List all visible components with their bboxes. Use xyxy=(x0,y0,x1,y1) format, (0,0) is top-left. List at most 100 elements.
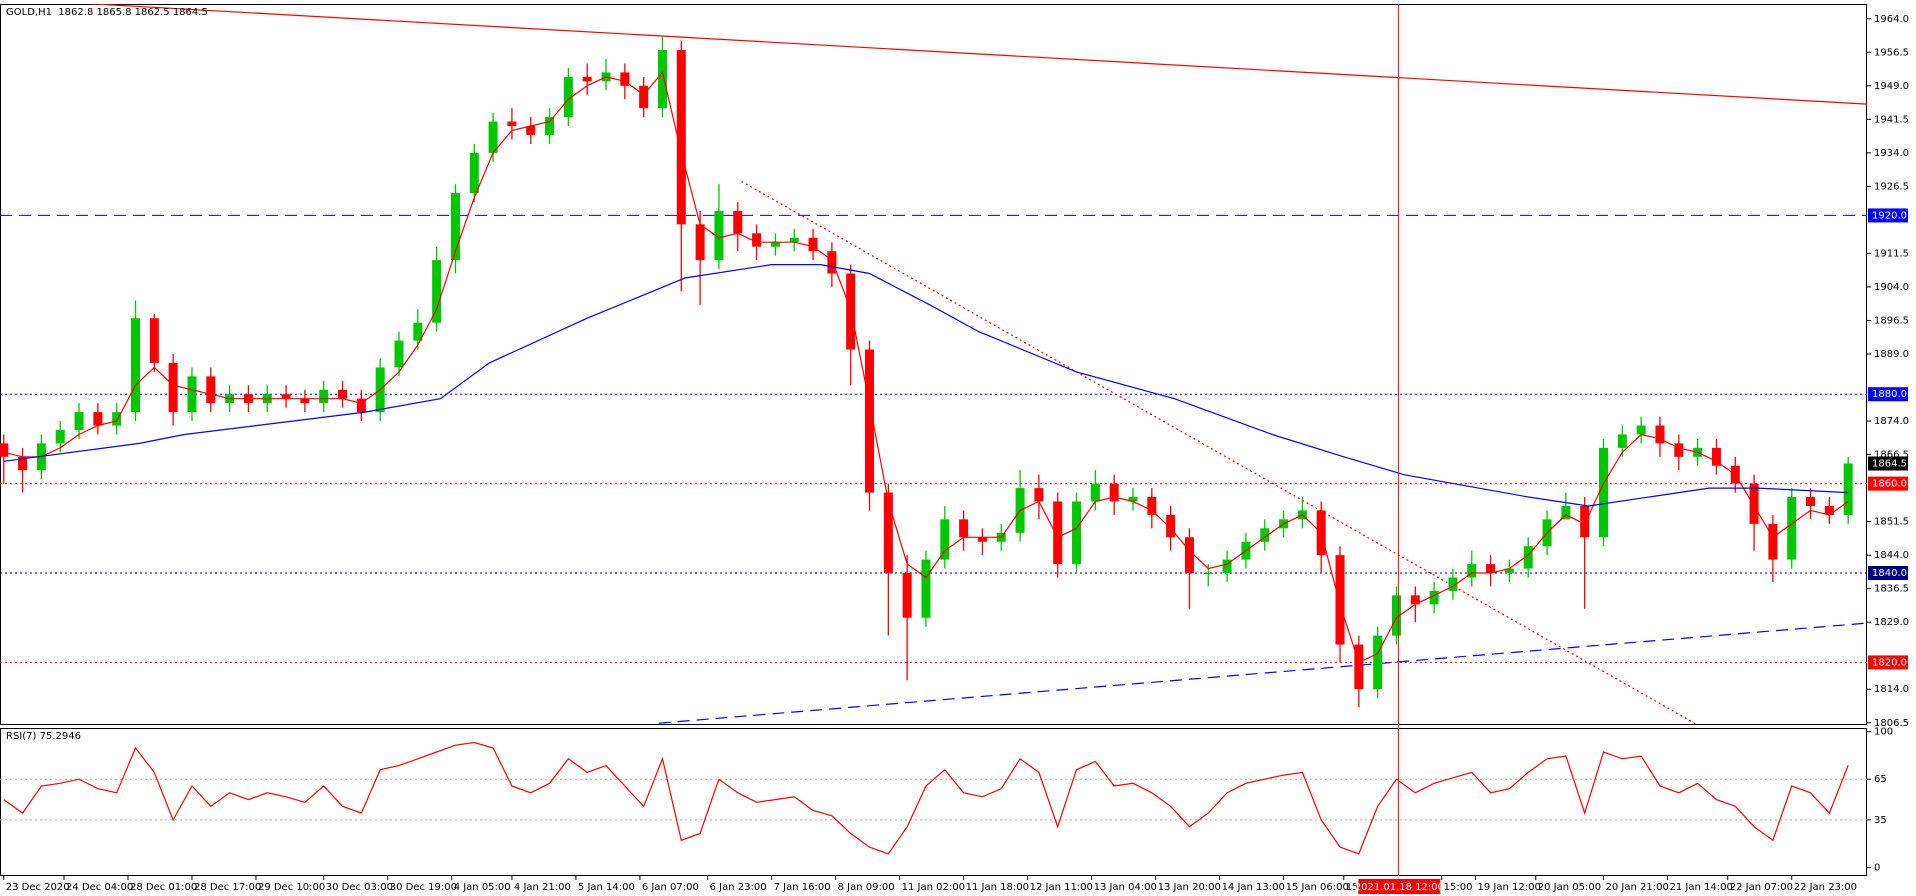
candle-body xyxy=(1580,505,1590,538)
x-tick-label: 20 Jan 21:00 xyxy=(1606,882,1669,893)
x-tick-label: 30 Dec 03:00 xyxy=(326,882,393,893)
candle-body xyxy=(488,121,498,153)
y-tick-label: 1934.0 xyxy=(1874,148,1909,159)
y-tick-label: 1851.5 xyxy=(1874,517,1909,528)
x-tick-label: 13 Jan 20:00 xyxy=(1158,882,1221,893)
candle-body xyxy=(827,251,837,274)
y-tick-label: 100 xyxy=(1874,727,1893,738)
candle-body xyxy=(187,376,197,413)
candle-body xyxy=(695,224,705,261)
series-line xyxy=(3,741,1849,855)
candle-body xyxy=(1203,573,1213,575)
candle-body xyxy=(545,117,555,135)
candle-body xyxy=(319,389,329,404)
crosshair-label: 2021.01.18 12:00 xyxy=(1355,882,1444,893)
rsi-plot xyxy=(0,741,1867,855)
y-tick-label: 35 xyxy=(1874,815,1887,826)
x-tick-label: 15:00 xyxy=(1444,882,1473,893)
level-label-box xyxy=(1868,208,1908,223)
candle-body xyxy=(808,237,818,252)
candle-body xyxy=(582,76,592,82)
candle-body xyxy=(1787,497,1797,560)
candle-body xyxy=(1410,595,1420,605)
candle-body xyxy=(1655,425,1665,444)
candle-body xyxy=(639,85,649,109)
candle-body xyxy=(55,429,65,444)
candle-body xyxy=(1260,528,1270,542)
rsi-panel-frame xyxy=(0,728,1867,876)
candle-body xyxy=(18,456,28,471)
candle-body xyxy=(865,349,875,493)
trend-line xyxy=(658,622,1867,724)
x-tick-label: 23 Dec 2020 xyxy=(6,882,70,893)
candle-body xyxy=(74,412,84,430)
x-tick-label: 12 Jan 11:00 xyxy=(1030,882,1093,893)
x-tick-label: 4 Jan 05:00 xyxy=(454,882,511,893)
level-label-box xyxy=(1868,566,1908,581)
candle-body xyxy=(1335,555,1345,645)
candle-body xyxy=(1674,443,1684,457)
candle-body xyxy=(1166,514,1176,538)
candle-body xyxy=(300,398,310,404)
candle-body xyxy=(1768,523,1778,560)
last-price-box xyxy=(1868,456,1908,471)
x-tick-label: 22 Jan 07:00 xyxy=(1730,882,1793,893)
y-tick-label: 1941.5 xyxy=(1874,114,1909,125)
candle-body xyxy=(752,233,762,247)
candle-body xyxy=(940,519,950,560)
level-label: 1820.0 xyxy=(1872,657,1907,668)
candle-body xyxy=(1486,564,1496,574)
y-tick-label: 1866.5 xyxy=(1874,450,1909,461)
candle-body xyxy=(657,50,667,109)
x-tick-label: 11 Jan 18:00 xyxy=(966,882,1029,893)
candle-body xyxy=(469,152,479,194)
candle-body xyxy=(507,121,517,127)
candle-body xyxy=(394,340,404,368)
candle-body xyxy=(526,126,536,135)
level-label-box xyxy=(1868,476,1908,491)
x-tick-label: 15 xyxy=(1346,882,1359,893)
level-label: 1880.0 xyxy=(1872,389,1907,400)
candle-body xyxy=(1090,483,1100,502)
candle-body xyxy=(977,537,987,542)
level-label: 1860.0 xyxy=(1872,479,1907,490)
candle-body xyxy=(1354,644,1364,690)
y-tick-label: 1949.0 xyxy=(1874,81,1909,92)
candle-body xyxy=(883,492,893,574)
candle-body xyxy=(1053,501,1063,565)
candle-body xyxy=(1504,568,1514,574)
candle-body xyxy=(1843,463,1853,515)
y-tick-label: 1964.0 xyxy=(1874,14,1909,25)
level-label: 1840.0 xyxy=(1872,568,1907,579)
y-tick-label: 1829.0 xyxy=(1874,617,1909,628)
x-tick-label: 19 Jan 12:00 xyxy=(1478,882,1541,893)
y-tick-label: 1806.5 xyxy=(1874,718,1909,729)
x-tick-label: 11 Jan 02:00 xyxy=(902,882,965,893)
candle-body xyxy=(1391,595,1401,636)
candle-body xyxy=(563,76,573,118)
x-tick-label: 29 Dec 10:00 xyxy=(258,882,325,893)
candle-body xyxy=(1128,497,1138,502)
x-tick-label: 28 Dec 01:00 xyxy=(130,882,197,893)
series-line xyxy=(3,264,1849,507)
x-tick-label: 8 Jan 09:00 xyxy=(838,882,895,893)
x-tick-label: 22 Jan 23:00 xyxy=(1794,882,1857,893)
x-tick-label: 13 Jan 04:00 xyxy=(1094,882,1157,893)
price-plot xyxy=(0,4,1867,725)
candle-body xyxy=(206,376,216,404)
candle-body xyxy=(1147,497,1157,515)
candle-body xyxy=(1599,447,1609,538)
x-tick-label: 30 Dec 19:00 xyxy=(390,882,457,893)
candle-body xyxy=(413,322,423,341)
x-tick-label: 7 Jan 16:00 xyxy=(774,882,831,893)
x-tick-label: 28 Dec 17:00 xyxy=(194,882,261,893)
candle-body xyxy=(338,389,348,399)
candle-body xyxy=(112,412,122,426)
candle-body xyxy=(1617,434,1627,448)
candle-body xyxy=(0,443,9,457)
candle-body xyxy=(1222,559,1232,574)
candle-body xyxy=(733,210,743,234)
candle-body xyxy=(1711,447,1721,466)
